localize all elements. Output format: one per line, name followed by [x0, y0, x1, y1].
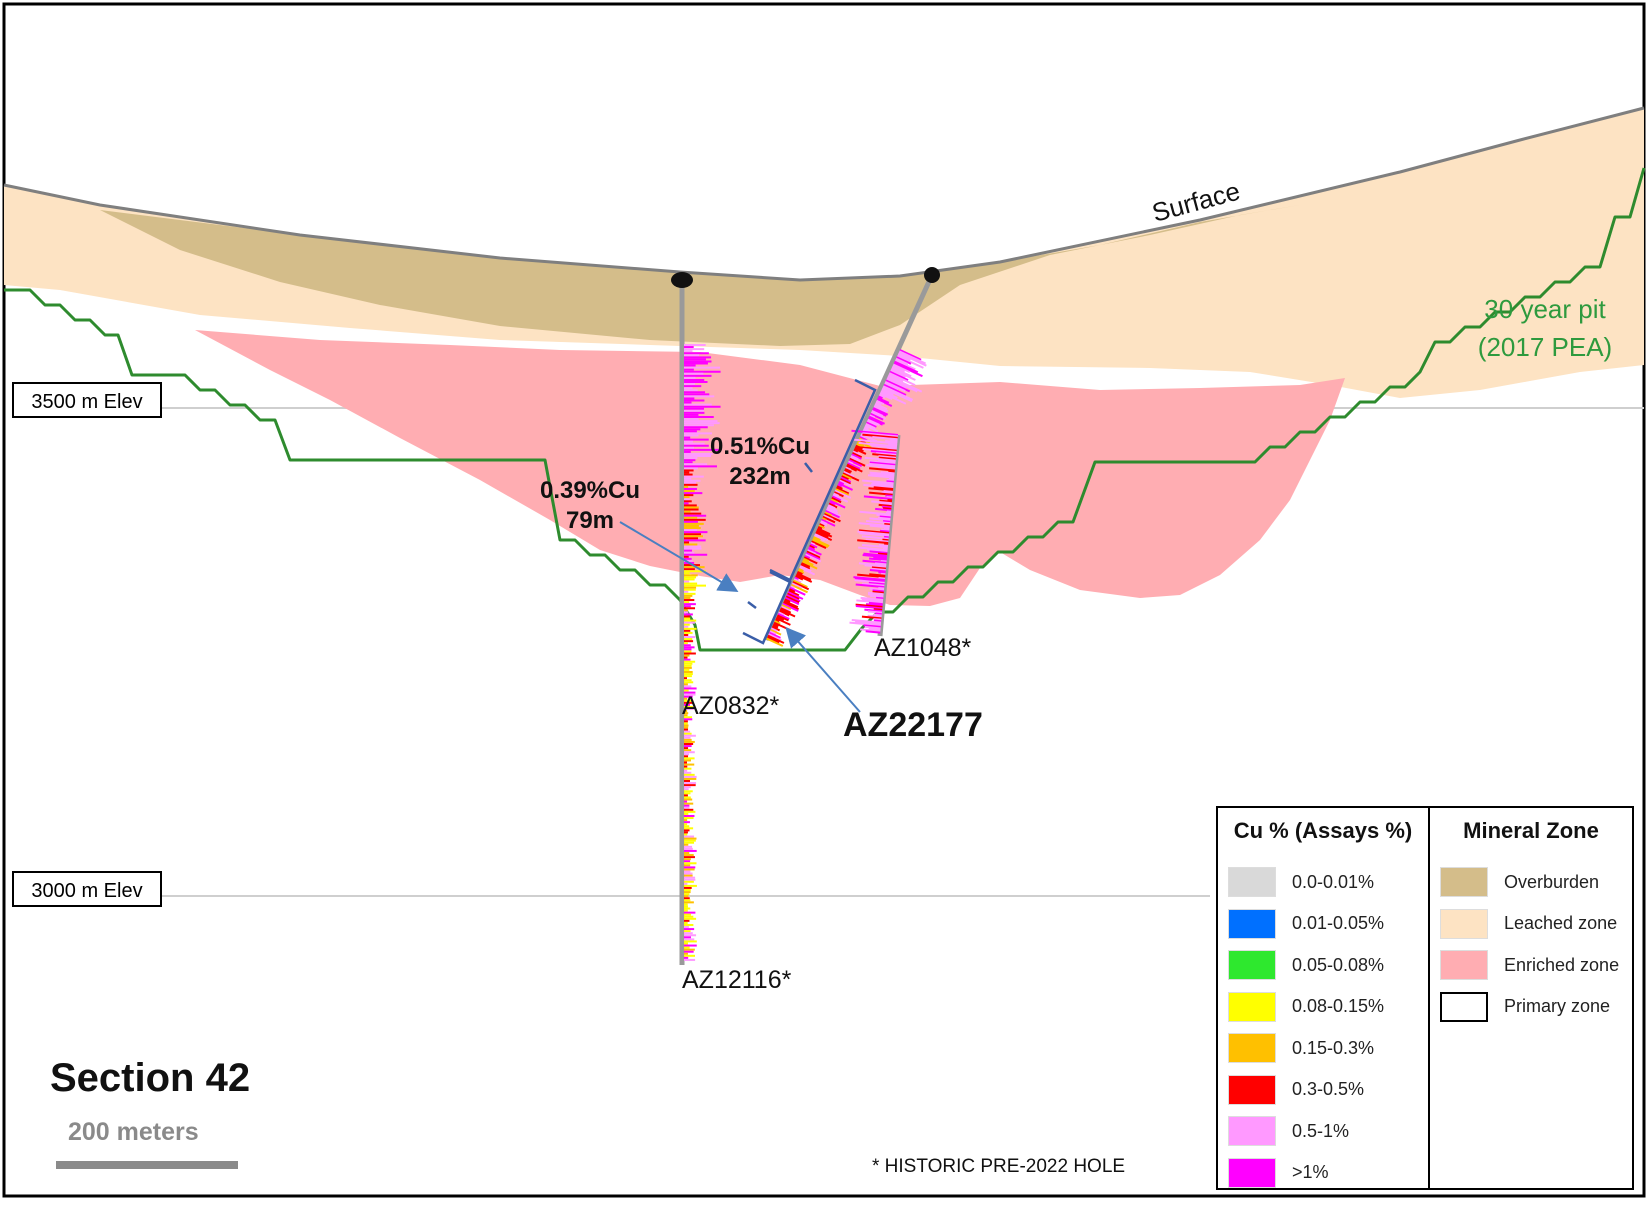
cu-legend-label: 0.5-1%	[1292, 1121, 1349, 1142]
zone-legend-swatch	[1440, 992, 1488, 1022]
footnote: * HISTORIC PRE-2022 HOLE	[872, 1156, 1125, 1178]
pit-label-line2: (2017 PEA)	[1478, 332, 1612, 362]
cu-legend-swatch	[1228, 909, 1276, 939]
cu-legend-item: 0.01-0.05%	[1228, 908, 1384, 940]
zone-legend-label: Leached zone	[1504, 913, 1617, 934]
cu-legend-label: 0.15-0.3%	[1292, 1038, 1374, 1059]
zone-legend-swatch	[1440, 909, 1488, 939]
cu-legend-label: 0.3-0.5%	[1292, 1079, 1364, 1100]
section-title: Section 42	[50, 1056, 250, 1101]
elev-label-3500: 3500 m Elev	[12, 382, 162, 418]
pit-label-line1: 30 year pit	[1484, 294, 1606, 324]
cu-legend-label: 0.0-0.01%	[1292, 872, 1374, 893]
cu-legend-swatch	[1228, 1158, 1276, 1188]
cu-legend-swatch	[1228, 950, 1276, 980]
cu-legend-item: >1%	[1228, 1157, 1329, 1189]
cu-legend-title: Cu % (Assays %)	[1218, 808, 1428, 854]
cu-legend-swatch	[1228, 1033, 1276, 1063]
cu-legend: Cu % (Assays %) 0.0-0.01% 0.01-0.05% 0.05-…	[1218, 808, 1430, 1188]
cu-legend-swatch	[1228, 867, 1276, 897]
zone-legend-label: Enriched zone	[1504, 955, 1619, 976]
zone-legend-item: Primary zone	[1440, 991, 1610, 1023]
hole-label-az22177: AZ22177	[843, 706, 983, 745]
cu-legend-label: 0.08-0.15%	[1292, 996, 1384, 1017]
zone-legend-swatch	[1440, 867, 1488, 897]
lower-intercept-length: 79m	[530, 506, 650, 536]
zone-legend-swatch	[1440, 950, 1488, 980]
zone-legend-title: Mineral Zone	[1430, 808, 1632, 854]
cu-legend-item: 0.3-0.5%	[1228, 1074, 1364, 1106]
cu-legend-item: 0.5-1%	[1228, 1115, 1349, 1147]
zone-legend-item: Enriched zone	[1440, 949, 1619, 981]
hole-label-az1048: AZ1048*	[874, 634, 971, 663]
zone-legend-label: Primary zone	[1504, 996, 1610, 1017]
zone-legend-label: Overburden	[1504, 872, 1599, 893]
scale-bar-label: 200 meters	[68, 1118, 199, 1147]
legend-box: Cu % (Assays %) 0.0-0.01% 0.01-0.05% 0.05-…	[1216, 806, 1634, 1190]
cu-legend-item: 0.0-0.01%	[1228, 866, 1374, 898]
zone-legend-item: Overburden	[1440, 866, 1599, 898]
cu-legend-label: 0.01-0.05%	[1292, 913, 1384, 934]
upper-intercept-label: 0.51%Cu 232m	[700, 432, 820, 492]
cu-legend-label: >1%	[1292, 1162, 1329, 1183]
zone-legend: Mineral Zone Overburden Leached zone Enric…	[1430, 808, 1632, 1188]
elev-label-3000: 3000 m Elev	[12, 871, 162, 907]
lower-intercept-label: 0.39%Cu 79m	[530, 476, 650, 536]
zone-legend-item: Leached zone	[1440, 908, 1617, 940]
upper-intercept-grade: 0.51%Cu	[700, 432, 820, 462]
cu-legend-label: 0.05-0.08%	[1292, 955, 1384, 976]
cu-legend-item: 0.05-0.08%	[1228, 949, 1384, 981]
upper-intercept-length: 232m	[700, 462, 820, 492]
cu-legend-item: 0.08-0.15%	[1228, 991, 1384, 1023]
cu-legend-swatch	[1228, 1075, 1276, 1105]
lower-intercept-grade: 0.39%Cu	[530, 476, 650, 506]
cu-legend-swatch	[1228, 992, 1276, 1022]
cu-legend-swatch	[1228, 1116, 1276, 1146]
hole-label-az0832: AZ0832*	[682, 692, 779, 721]
cu-legend-item: 0.15-0.3%	[1228, 1032, 1374, 1064]
hole-label-az12116: AZ12116*	[682, 966, 791, 995]
